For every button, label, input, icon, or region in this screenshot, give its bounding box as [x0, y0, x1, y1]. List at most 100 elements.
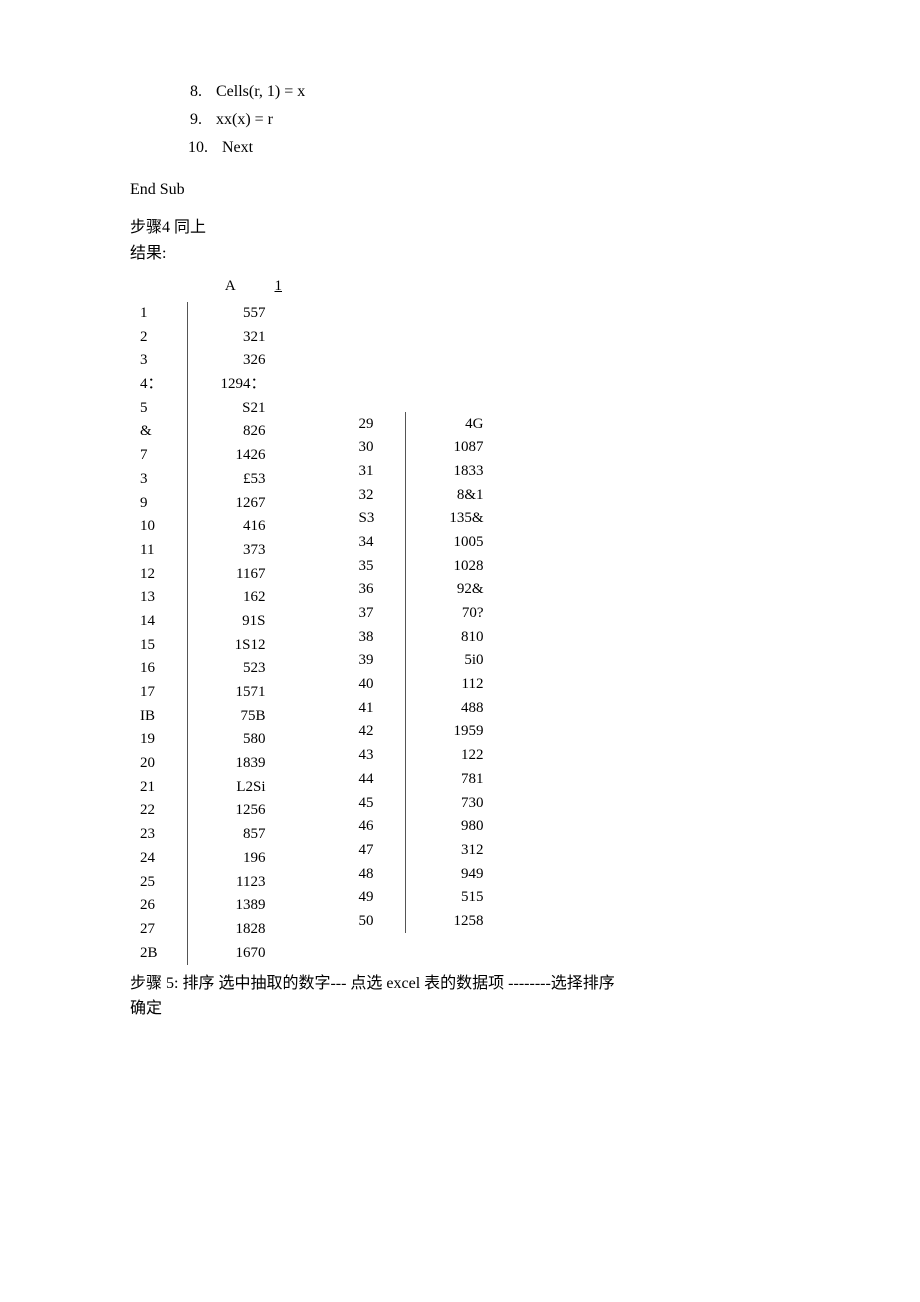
row-number: 44 — [359, 767, 406, 791]
cell-value: 730 — [405, 791, 492, 815]
row-number: 36 — [359, 578, 406, 602]
row-number: 42 — [359, 720, 406, 744]
table-row: 251123 — [140, 870, 288, 894]
cell-value: 980 — [405, 815, 492, 839]
cell-value: 1828 — [187, 917, 274, 941]
table-left: A 1 1557232133264：1294：5S21&826714263£53… — [140, 274, 289, 965]
col-header-1: 1 — [274, 274, 289, 302]
table-row: 421959 — [359, 720, 492, 744]
table-row: 171571 — [140, 681, 288, 705]
cell-value: 112 — [405, 673, 492, 697]
row-number: 38 — [359, 625, 406, 649]
table-row: 49515 — [359, 886, 492, 910]
row-number: 17 — [140, 681, 187, 705]
table-row: IB75B — [140, 704, 288, 728]
row-number: 22 — [140, 799, 187, 823]
cell-value: 810 — [405, 625, 492, 649]
row-number: 47 — [359, 838, 406, 862]
cell-value: 416 — [187, 515, 274, 539]
row-number: 40 — [359, 673, 406, 697]
row-number: 49 — [359, 886, 406, 910]
cell-value: 122 — [405, 744, 492, 768]
row-number: 11 — [140, 538, 187, 562]
row-number: 27 — [140, 917, 187, 941]
row-number: 21 — [140, 775, 187, 799]
table-row: 261389 — [140, 894, 288, 918]
table-row: &826 — [140, 420, 288, 444]
code-line: 9. xx(x) = r — [170, 108, 800, 132]
cell-value: 1028 — [405, 554, 492, 578]
table-row: 24196 — [140, 846, 288, 870]
row-number: 37 — [359, 602, 406, 626]
row-number: 20 — [140, 752, 187, 776]
table-row: 13162 — [140, 586, 288, 610]
table-row: 2B1670 — [140, 941, 288, 965]
code-line-number: 10. — [170, 136, 208, 160]
table-row: 71426 — [140, 444, 288, 468]
row-number: 41 — [359, 696, 406, 720]
row-number: 16 — [140, 657, 187, 681]
code-line-number: 8. — [170, 80, 202, 104]
row-number: 3 — [140, 467, 187, 491]
row-number: 13 — [140, 586, 187, 610]
cell-value: 321 — [187, 325, 274, 349]
row-number: 3 — [140, 349, 187, 373]
row-number: 50 — [359, 909, 406, 933]
cell-value: 162 — [187, 586, 274, 610]
row-number: 15 — [140, 633, 187, 657]
table-row: 1491S — [140, 609, 288, 633]
cell-value: 1123 — [187, 870, 274, 894]
cell-value: 1S12 — [187, 633, 274, 657]
table-row: 47312 — [359, 838, 492, 862]
table-row: 4：1294： — [140, 373, 288, 397]
cell-value: 515 — [405, 886, 492, 910]
row-number: 34 — [359, 530, 406, 554]
table-row: 271828 — [140, 917, 288, 941]
row-number: 26 — [140, 894, 187, 918]
end-sub: End Sub — [130, 178, 800, 202]
row-number: 5 — [140, 396, 187, 420]
cell-value: 70? — [405, 602, 492, 626]
table-row: 11373 — [140, 538, 288, 562]
cell-value: £53 — [187, 467, 274, 491]
table-row: 395i0 — [359, 649, 492, 673]
cell-value: L2Si — [187, 775, 274, 799]
table-row: 40112 — [359, 673, 492, 697]
row-number: S3 — [359, 507, 406, 531]
cell-value: 92& — [405, 578, 492, 602]
row-number: IB — [140, 704, 187, 728]
cell-value: 488 — [405, 696, 492, 720]
table-row: 221256 — [140, 799, 288, 823]
table-row: 3692& — [359, 578, 492, 602]
table-row: S3135& — [359, 507, 492, 531]
table-row: 45730 — [359, 791, 492, 815]
table-row: 351028 — [359, 554, 492, 578]
step5-line1: 步骤 5: 排序 选中抽取的数字--- 点选 excel 表的数据项 -----… — [130, 975, 615, 992]
row-number: 25 — [140, 870, 187, 894]
table-row: 201839 — [140, 752, 288, 776]
row-number: 45 — [359, 791, 406, 815]
cell-value: 1670 — [187, 941, 274, 965]
cell-value: 8&1 — [405, 483, 492, 507]
row-number: & — [140, 420, 187, 444]
col-header-a: A — [187, 274, 274, 302]
row-number: 7 — [140, 444, 187, 468]
table-row: 43122 — [359, 744, 492, 768]
table-row: 16523 — [140, 657, 288, 681]
table-row: 5S21 — [140, 396, 288, 420]
cell-value: 1571 — [187, 681, 274, 705]
row-number: 48 — [359, 862, 406, 886]
cell-value: 135& — [405, 507, 492, 531]
code-line-number: 9. — [170, 108, 202, 132]
result-label: 结果: — [130, 242, 800, 266]
cell-value: 4G — [405, 412, 492, 436]
cell-value: 326 — [187, 349, 274, 373]
cell-value: 1258 — [405, 909, 492, 933]
table-row: 21L2Si — [140, 775, 288, 799]
table-row: 3£53 — [140, 467, 288, 491]
table-row: 48949 — [359, 862, 492, 886]
cell-value: 312 — [405, 838, 492, 862]
table-row: 44781 — [359, 767, 492, 791]
cell-value: 826 — [187, 420, 274, 444]
cell-value: 949 — [405, 862, 492, 886]
